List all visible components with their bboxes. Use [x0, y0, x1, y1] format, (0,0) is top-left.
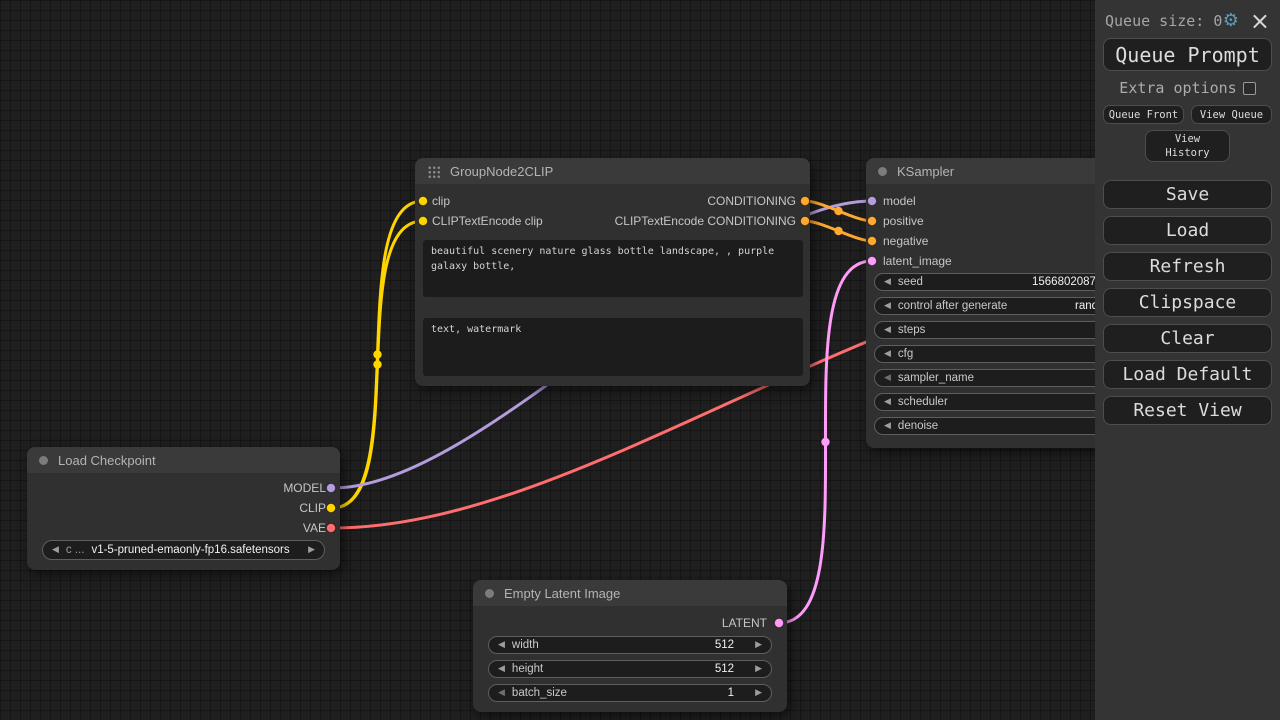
group-grid-icon[interactable] — [427, 164, 440, 178]
queue-size-label: Queue size: 0 — [1105, 11, 1223, 30]
positive-prompt-textarea[interactable]: beautiful scenery nature glass bottle la… — [423, 240, 803, 297]
decrement-arrow-icon[interactable]: ◀ — [884, 421, 891, 431]
settings-gear-icon[interactable]: ⚙ — [1222, 10, 1239, 31]
negative-prompt-textarea[interactable]: text, watermark — [423, 318, 803, 376]
input-label-latent-image: latent_image — [883, 254, 952, 268]
widget-label: seed — [897, 276, 923, 288]
combo-label: c ... — [65, 544, 85, 556]
view-queue-button[interactable]: View Queue — [1191, 105, 1272, 124]
widget-label: denoise — [897, 420, 939, 432]
link-midpoint-dot — [373, 360, 382, 369]
reset-view-button[interactable]: Reset View — [1103, 396, 1272, 425]
comfy-menu-panel: Queue size: 0 ⚙ × Queue Prompt Extra opt… — [1095, 0, 1280, 720]
collapse-dot-icon[interactable] — [485, 588, 494, 598]
extra-options-checkbox[interactable] — [1242, 81, 1256, 95]
node-header[interactable]: Load Checkpoint — [27, 447, 340, 473]
clipspace-button[interactable]: Clipspace — [1103, 288, 1272, 317]
input-label-cliptextencode-clip: CLIPTextEncode clip — [432, 214, 543, 228]
combo-value: v1-5-pruned-emaonly-fp16.safetensors — [91, 544, 290, 556]
steps-widget[interactable]: ◀ steps — [874, 321, 1158, 339]
input-label-model: model — [883, 194, 916, 208]
link-midpoint-dot — [821, 437, 830, 447]
height-widget[interactable]: ◀ height 512 ▶ — [488, 660, 772, 678]
node-title: Empty Latent Image — [504, 585, 621, 601]
decrement-arrow-icon[interactable]: ◀ — [884, 349, 891, 359]
widget-label: cfg — [897, 348, 914, 360]
node-load-checkpoint[interactable]: Load Checkpoint MODEL CLIP VAE ◀ c ... v… — [27, 447, 340, 570]
link-midpoint-dot — [373, 350, 382, 359]
width-widget[interactable]: ◀ width 512 ▶ — [488, 636, 772, 654]
decrement-arrow-icon[interactable]: ◀ — [884, 397, 891, 407]
clear-button[interactable]: Clear — [1103, 324, 1272, 353]
node-header[interactable]: Empty Latent Image — [473, 580, 787, 606]
collapse-dot-icon[interactable] — [878, 166, 887, 176]
denoise-widget[interactable]: ◀ denoise — [874, 417, 1158, 435]
widget-value: 1566802087 — [1032, 276, 1096, 288]
wire-clip-2 — [330, 219, 425, 510]
wire-conditioning-positive — [803, 199, 874, 223]
node-title: KSampler — [897, 163, 955, 179]
input-label-negative: negative — [883, 234, 929, 248]
widget-label: control after generate — [897, 300, 1008, 312]
node-title: GroupNode2CLIP — [450, 163, 554, 179]
collapse-dot-icon[interactable] — [39, 455, 48, 465]
increment-arrow-icon[interactable]: ▶ — [755, 688, 762, 698]
widget-label: scheduler — [897, 396, 948, 408]
node-title: Load Checkpoint — [58, 452, 156, 468]
queue-prompt-button[interactable]: Queue Prompt — [1103, 38, 1272, 71]
sampler-name-widget[interactable]: ◀ sampler_name — [874, 369, 1158, 387]
wire-clip-1 — [330, 199, 425, 510]
decrement-arrow-icon[interactable]: ◀ — [498, 640, 505, 650]
link-midpoint-dot — [834, 206, 843, 216]
output-label-conditioning: CONDITIONING — [707, 194, 796, 208]
output-label-latent: LATENT — [721, 616, 767, 630]
output-label-cliptextencode-conditioning: CLIPTextEncode CONDITIONING — [614, 214, 796, 228]
cfg-widget[interactable]: ◀ cfg — [874, 345, 1158, 363]
combo-left-arrow-icon[interactable]: ◀ — [52, 545, 59, 555]
increment-arrow-icon[interactable]: ▶ — [755, 640, 762, 650]
widget-label: width — [511, 639, 539, 651]
output-label-vae: VAE — [302, 521, 326, 535]
decrement-arrow-icon[interactable]: ◀ — [884, 277, 891, 287]
view-history-button[interactable]: View History — [1145, 130, 1230, 162]
widget-label: batch_size — [511, 687, 567, 699]
widget-value: 1 — [727, 687, 735, 699]
close-icon[interactable]: × — [1249, 6, 1270, 35]
scheduler-widget[interactable]: ◀ scheduler — [874, 393, 1158, 411]
save-button[interactable]: Save — [1103, 180, 1272, 209]
decrement-arrow-icon[interactable]: ◀ — [498, 688, 505, 698]
output-label-clip: CLIP — [299, 501, 326, 515]
decrement-arrow-icon[interactable]: ◀ — [884, 325, 891, 335]
input-label-positive: positive — [883, 214, 924, 228]
increment-arrow-icon[interactable]: ▶ — [755, 664, 762, 674]
combo-right-arrow-icon[interactable]: ▶ — [308, 545, 315, 555]
extra-options-label: Extra options — [1119, 79, 1237, 97]
ckpt-name-combo[interactable]: ◀ c ... v1-5-pruned-emaonly-fp16.safeten… — [42, 540, 325, 560]
widget-value: 512 — [714, 639, 735, 651]
node-groupnode2clip[interactable]: GroupNode2CLIP clip CLIPTextEncode clip … — [415, 158, 810, 386]
decrement-arrow-icon[interactable]: ◀ — [884, 373, 891, 383]
node-empty-latent-image[interactable]: Empty Latent Image LATENT ◀ width 512 ▶ … — [473, 580, 787, 712]
load-button[interactable]: Load — [1103, 216, 1272, 245]
widget-label: sampler_name — [897, 372, 974, 384]
seed-widget[interactable]: ◀ seed 1566802087 — [874, 273, 1158, 291]
refresh-button[interactable]: Refresh — [1103, 252, 1272, 281]
decrement-arrow-icon[interactable]: ◀ — [498, 664, 505, 674]
load-default-button[interactable]: Load Default — [1103, 360, 1272, 389]
widget-label: steps — [897, 324, 926, 336]
output-label-model: MODEL — [283, 481, 326, 495]
wire-conditioning-negative — [803, 219, 874, 243]
queue-front-button[interactable]: Queue Front — [1103, 105, 1184, 124]
widget-value: 512 — [714, 663, 735, 675]
node-header[interactable]: GroupNode2CLIP — [415, 158, 810, 184]
decrement-arrow-icon[interactable]: ◀ — [884, 301, 891, 311]
batch-size-widget[interactable]: ◀ batch_size 1 ▶ — [488, 684, 772, 702]
link-midpoint-dot — [834, 226, 843, 236]
widget-label: height — [511, 663, 544, 675]
input-label-clip: clip — [432, 194, 451, 208]
